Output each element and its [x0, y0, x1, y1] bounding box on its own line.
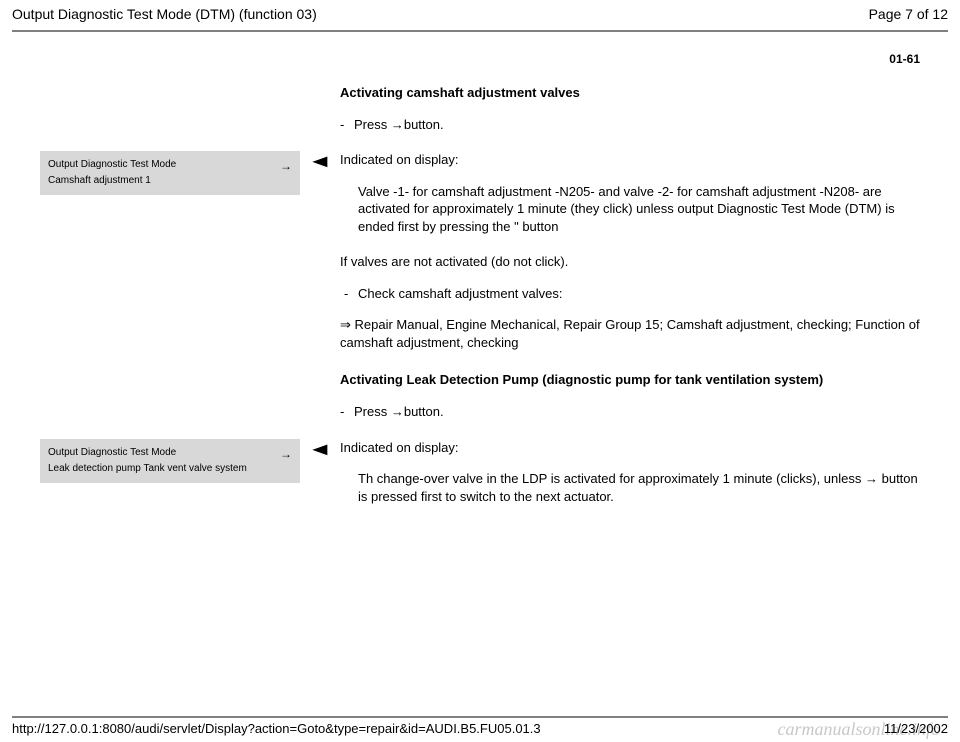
display-note: Th change-over valve in the LDP is activ… — [358, 470, 920, 505]
section-row: Activating camshaft adjustment valves - … — [40, 84, 920, 133]
press-bullet-2: - Press →button. — [340, 403, 920, 421]
section-heading: Activating camshaft adjustment valves — [340, 84, 920, 102]
display-line-1: Output Diagnostic Test Mode — [48, 157, 292, 173]
press-bullet: - Press →button. — [340, 116, 920, 134]
pointer-icon: ◄ — [308, 439, 333, 460]
check-bullet: - Check camshaft adjustment valves: — [344, 285, 920, 303]
indicated-label: Indicated on display: — [340, 151, 920, 169]
display-note: Valve -1- for camshaft adjustment -N205-… — [358, 183, 920, 236]
arrow-icon: → — [280, 157, 292, 176]
arrow-icon: → — [865, 471, 878, 486]
display-box-2: → Output Diagnostic Test Mode Leak detec… — [40, 439, 300, 483]
header-page-label: Page 7 of 12 — [869, 6, 948, 22]
arrow-icon: → — [391, 404, 404, 419]
content-area: Activating camshaft adjustment valves - … — [0, 84, 960, 505]
bullet-dash: - — [340, 403, 354, 421]
footer-date: 11/23/2002 — [884, 721, 948, 736]
display-line-1: Output Diagnostic Test Mode — [48, 445, 292, 461]
display-box-1: → Output Diagnostic Test Mode Camshaft a… — [40, 151, 300, 195]
page-footer: http://127.0.0.1:8080/audi/servlet/Displ… — [0, 716, 960, 738]
page-header: Output Diagnostic Test Mode (DTM) (funct… — [0, 0, 960, 26]
pointer-icon: ◄ — [308, 151, 333, 172]
bullet-dash: - — [344, 285, 358, 303]
display-row-1: → Output Diagnostic Test Mode Camshaft a… — [40, 151, 920, 420]
page-number: 01-61 — [0, 32, 960, 66]
press-text: Press →button. — [354, 116, 444, 134]
check-text: Check camshaft adjustment valves: — [358, 285, 562, 303]
header-title: Output Diagnostic Test Mode (DTM) (funct… — [12, 6, 317, 22]
arrow-icon: → — [391, 117, 404, 132]
press-text: Press →button. — [354, 403, 444, 421]
repair-reference: ⇒ Repair Manual, Engine Mechanical, Repa… — [340, 316, 920, 351]
section-heading-2: Activating Leak Detection Pump (diagnost… — [340, 371, 920, 389]
footer-url: http://127.0.0.1:8080/audi/servlet/Displ… — [12, 721, 541, 736]
display-line-2: Leak detection pump Tank vent valve syst… — [48, 461, 292, 477]
footer-rule — [12, 716, 948, 718]
display-row-2: → Output Diagnostic Test Mode Leak detec… — [40, 439, 920, 506]
display-line-2: Camshaft adjustment 1 — [48, 173, 292, 189]
arrow-icon: → — [280, 445, 292, 464]
indicated-label: Indicated on display: — [340, 439, 920, 457]
if-not-activated: If valves are not activated (do not clic… — [340, 253, 920, 271]
arrow-icon: ⇒ — [340, 317, 351, 332]
bullet-dash: - — [340, 116, 354, 134]
